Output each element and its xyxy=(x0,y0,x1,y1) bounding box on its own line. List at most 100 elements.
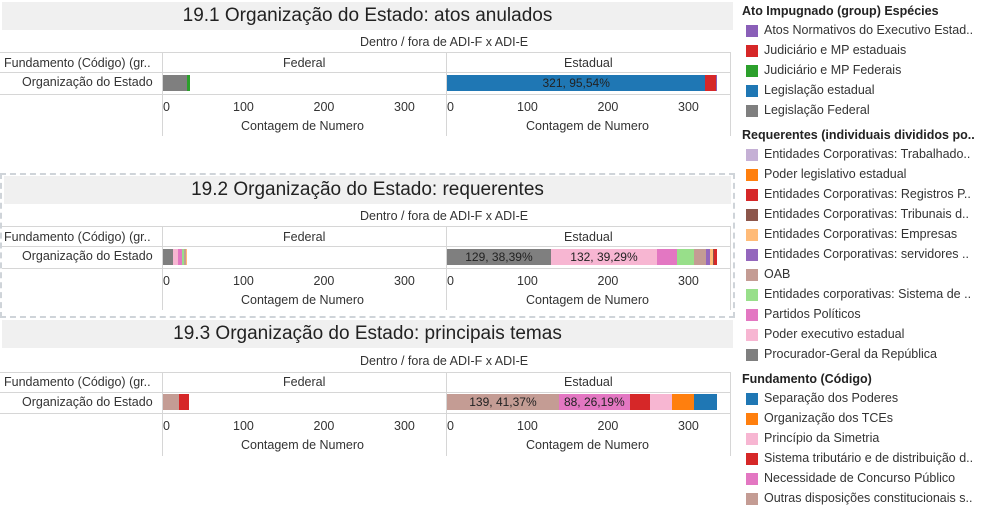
axis-tick-label: 100 xyxy=(233,274,254,288)
header-divider xyxy=(0,392,730,393)
row-label[interactable]: Organização do Estado xyxy=(22,395,153,409)
header-divider xyxy=(2,226,730,227)
legend-swatch xyxy=(746,169,758,181)
row-header[interactable]: Fundamento (Código) (gr.. xyxy=(4,375,151,389)
header-divider xyxy=(0,52,730,53)
legend-item-entidades-corporativas-trabalhado[interactable]: Entidades Corporativas: Trabalhado.. xyxy=(746,147,998,163)
sheet-principais-temas[interactable]: 19.3 Organização do Estado: principais t… xyxy=(0,320,735,465)
bar-segment-partidos-politicos[interactable] xyxy=(178,249,182,265)
axis-title-federal: Contagem de Numero xyxy=(241,293,364,307)
legend-label: Separação dos Poderes xyxy=(764,391,899,405)
sheet-title: 19.1 Organização do Estado: atos anulado… xyxy=(2,2,733,30)
pane-divider xyxy=(162,372,163,456)
legend-item-entidades-corporativas-empresas[interactable]: Entidades Corporativas: Empresas xyxy=(746,227,998,243)
legend-label: Legislação estadual xyxy=(764,83,875,97)
row-divider xyxy=(0,94,730,95)
axis-title-estadual: Contagem de Numero xyxy=(526,293,649,307)
legend-item-partidos-politicos[interactable]: Partidos Políticos xyxy=(746,307,998,323)
legend-item-poder-legislativo-estadual[interactable]: Poder legislativo estadual xyxy=(746,167,998,183)
bar-segment-entidades-corporativas-sistema-de[interactable] xyxy=(677,249,695,265)
legend-swatch xyxy=(746,25,758,37)
column-header-estadual[interactable]: Estadual xyxy=(564,375,613,389)
bar-segment-procurador-geral-da-republica[interactable] xyxy=(163,249,174,265)
bar-segment-partidos-politicos[interactable] xyxy=(657,249,678,265)
legend-title-fundamento[interactable]: Fundamento (Código) xyxy=(742,372,872,386)
bar-segment-judiciario-e-mp-estaduais[interactable] xyxy=(705,75,716,91)
legend-item-judiciario-e-mp-estaduais[interactable]: Judiciário e MP estaduais xyxy=(746,43,998,59)
bar-segment-legislacao-federal[interactable] xyxy=(163,75,188,91)
column-header-federal[interactable]: Federal xyxy=(283,230,326,244)
legend-item-entidades-corporativas-registros-p[interactable]: Entidades Corporativas: Registros P.. xyxy=(746,187,998,203)
legend-item-poder-executivo-estadual[interactable]: Poder executivo estadual xyxy=(746,327,998,343)
bar-data-label: 139, 41,37% xyxy=(469,395,537,409)
row-header[interactable]: Fundamento (Código) (gr.. xyxy=(4,56,151,70)
bar-segment-outras-disposicoes-constitucionais-s[interactable] xyxy=(163,394,180,410)
bar-segment-oab[interactable] xyxy=(183,249,186,265)
sheet-requerentes[interactable]: 19.2 Organização do Estado: requerentes … xyxy=(0,173,735,318)
column-header-estadual[interactable]: Estadual xyxy=(564,230,613,244)
legend-label: Judiciário e MP estaduais xyxy=(764,43,907,57)
legend-item-sistema-tributario-e-de-distribuicao-d[interactable]: Sistema tributário e de distribuição d.. xyxy=(746,451,998,467)
legend-label: Entidades Corporativas: servidores .. xyxy=(764,247,969,261)
bar-segment-oab[interactable] xyxy=(694,249,707,265)
pane-divider xyxy=(730,226,731,310)
legend-item-judiciario-e-mp-federais[interactable]: Judiciário e MP Federais xyxy=(746,63,998,79)
column-header-federal[interactable]: Federal xyxy=(283,375,326,389)
bar-segment-principio-da-simetria[interactable] xyxy=(649,394,672,410)
row-divider xyxy=(0,413,730,414)
bar-segment-judiciario-e-mp-federais[interactable] xyxy=(187,75,190,91)
bar-segment-poder-executivo-estadual[interactable] xyxy=(173,249,179,265)
bar-segment-organizacao-dos-tces[interactable] xyxy=(671,394,695,410)
bar-segment-separacao-dos-poderes[interactable] xyxy=(694,394,717,410)
bar-segment-atos-normativos-do-executivo-estad[interactable] xyxy=(715,75,718,91)
bar-segment-procurador-geral-da-republica[interactable] xyxy=(447,249,551,265)
legend-title-ato-impugnado[interactable]: Ato Impugnado (group) Espécies xyxy=(742,4,939,18)
legend-label: Entidades Corporativas: Empresas xyxy=(764,227,958,241)
bar-segment-sistema-tributario-e-de-distribuicao-d[interactable] xyxy=(629,394,650,410)
legend-item-atos-normativos-do-executivo-estad[interactable]: Atos Normativos do Executivo Estad.. xyxy=(746,23,998,39)
bar-segment-entidades-corporativas-servidores[interactable] xyxy=(706,249,711,265)
legend-item-organizacao-dos-tces[interactable]: Organização dos TCEs xyxy=(746,411,998,427)
bar-segment-entidades-corporativas-sistema-de[interactable] xyxy=(181,249,184,265)
column-group-header: Dentro / fora de ADI-F x ADI-E xyxy=(360,354,529,368)
legend-label: Entidades Corporativas: Tribunais d.. xyxy=(764,207,969,221)
legend-swatch xyxy=(746,149,758,161)
row-label[interactable]: Organização do Estado xyxy=(22,75,153,89)
column-header-federal[interactable]: Federal xyxy=(283,56,326,70)
header-divider xyxy=(0,72,730,73)
legend-swatch xyxy=(746,473,758,485)
pane-divider xyxy=(730,372,731,456)
axis-tick-label: 300 xyxy=(678,274,699,288)
legend-item-necessidade-de-concurso-publico[interactable]: Necessidade de Concurso Público xyxy=(746,471,998,487)
bar-segment-entidades-corporativas-empresas[interactable] xyxy=(710,249,713,265)
legend-item-entidades-corporativas-tribunais-d[interactable]: Entidades Corporativas: Tribunais d.. xyxy=(746,207,998,223)
bar-segment-entidades-corporativas-registros-p[interactable] xyxy=(714,249,718,265)
legend-item-legislacao-estadual[interactable]: Legislação estadual xyxy=(746,83,998,99)
legend-item-entidades-corporativas-servidores[interactable]: Entidades Corporativas: servidores .. xyxy=(746,247,998,263)
bar-segment-poder-executivo-estadual[interactable] xyxy=(550,249,658,265)
legend-label: Entidades corporativas: Sistema de .. xyxy=(764,287,972,301)
legend-swatch xyxy=(746,45,758,57)
legend-item-oab[interactable]: OAB xyxy=(746,267,998,283)
bar-segment-necessidade-de-concurso-publico[interactable] xyxy=(558,394,630,410)
legend-item-procurador-geral-da-republica[interactable]: Procurador-Geral da República xyxy=(746,347,998,363)
sheet-atos-anulados[interactable]: 19.1 Organização do Estado: atos anulado… xyxy=(0,0,735,170)
row-header[interactable]: Fundamento (Código) (gr.. xyxy=(4,230,151,244)
column-header-estadual[interactable]: Estadual xyxy=(564,56,613,70)
bar-data-label: 321, 95,54% xyxy=(542,76,610,90)
legend-item-principio-da-simetria[interactable]: Princípio da Simetria xyxy=(746,431,998,447)
legend-title-requerentes[interactable]: Requerentes (individuais divididos po.. xyxy=(742,128,975,142)
bar-segment-legislacao-estadual[interactable] xyxy=(447,75,706,91)
legend-item-entidades-corporativas-sistema-de[interactable]: Entidades corporativas: Sistema de .. xyxy=(746,287,998,303)
legend-item-legislacao-federal[interactable]: Legislação Federal xyxy=(746,103,998,119)
bar-segment-outras-disposicoes-constitucionais-s[interactable] xyxy=(447,394,559,410)
bar-segment-sistema-tributario-e-de-distribuicao-d[interactable] xyxy=(179,394,189,410)
row-label[interactable]: Organização do Estado xyxy=(22,249,153,263)
header-divider xyxy=(0,372,730,373)
bar-segment-entidades-corporativas-empresas[interactable] xyxy=(185,249,188,265)
legend-label: Procurador-Geral da República xyxy=(764,347,938,361)
bar-segment-entidades-corporativas-tribunais-d[interactable] xyxy=(712,249,715,265)
legend-item-separacao-dos-poderes[interactable]: Separação dos Poderes xyxy=(746,391,998,407)
legend-item-outras-disposicoes-constitucionais-s[interactable]: Outras disposições constitucionais s.. xyxy=(746,491,998,507)
axis-tick-label: 0 xyxy=(447,419,454,433)
